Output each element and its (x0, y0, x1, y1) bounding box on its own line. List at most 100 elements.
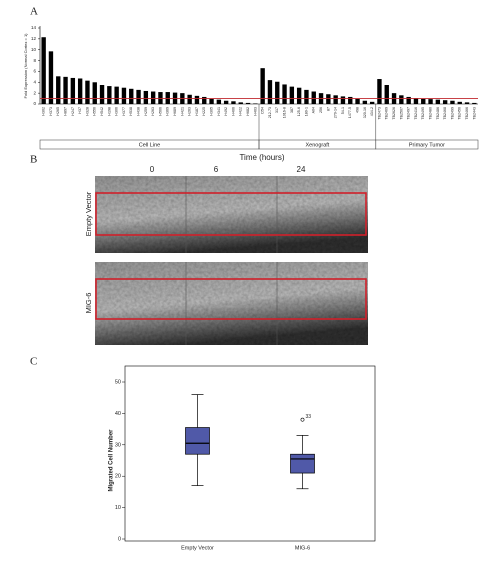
x-tick-label: 270-14 (334, 107, 338, 118)
x-tick-label: H566 (158, 107, 162, 116)
bar (107, 86, 112, 104)
group-label: Primary Tumor (409, 142, 445, 148)
x-tick-label: H259 (144, 107, 148, 116)
bar (92, 82, 97, 104)
bar (333, 95, 338, 104)
y-tick-label: 10 (115, 505, 121, 511)
bar (150, 91, 156, 104)
x-tick-label: TB2416 (414, 107, 418, 120)
outlier-label: 33 (306, 414, 312, 420)
micrograph-row (95, 176, 368, 253)
x-tick-label: H438 (137, 107, 141, 116)
micrograph-row (95, 262, 368, 345)
x-tick-label: H369 (166, 107, 170, 116)
row-label: MIG-6 (84, 293, 93, 314)
x-tick-label: 87 (326, 107, 330, 111)
x-tick-label: A04 (312, 107, 316, 113)
x-tick-label: MIG-6 (295, 545, 310, 551)
y-axis-title: Fold Expression (Normal Cortex = 1) (23, 33, 28, 99)
y-tick-label: 30 (115, 442, 121, 448)
bar (253, 103, 258, 104)
bar (136, 89, 141, 104)
x-tick-label: Empty Vector (181, 545, 214, 551)
bar (187, 94, 192, 104)
bar (99, 85, 105, 104)
bar (260, 68, 265, 104)
bar (340, 96, 346, 104)
x-tick-label: 180-1 (304, 107, 308, 116)
time-label: 0 (150, 165, 155, 174)
x-tick-label: H422 (239, 107, 243, 116)
x-tick-label: H682 (246, 107, 250, 116)
bar (399, 95, 404, 104)
time-title: Time (hours) (239, 153, 284, 162)
y-tick-label: 6 (33, 69, 36, 74)
x-tick-label: TB2495 (421, 107, 425, 120)
bar (355, 98, 360, 104)
y-tick-label: 10 (31, 47, 37, 52)
x-tick-label: H542 (100, 107, 104, 116)
wound-region (95, 278, 367, 320)
x-tick-label: H492 (224, 107, 228, 116)
x-tick-label: H225 (202, 107, 206, 116)
bar (194, 95, 200, 104)
bar (48, 51, 54, 104)
x-tick-label: 54-1 (341, 107, 345, 114)
x-tick-label: TB2456 (458, 107, 462, 120)
bar (209, 98, 214, 104)
x-tick-label: H302 (42, 107, 46, 116)
x-tick-label: TB2443 (472, 107, 476, 120)
bar (114, 86, 119, 104)
y-tick-label: 50 (115, 379, 121, 385)
x-tick-label: H187 (195, 107, 199, 116)
x-tick-label: H406 (231, 107, 235, 116)
x-tick-label: TB2466 (465, 107, 469, 120)
bar (143, 90, 149, 104)
bar (77, 78, 83, 104)
outlier (300, 417, 305, 422)
y-tick-label: 14 (31, 25, 37, 30)
bar (202, 96, 207, 104)
x-tick-label: H328 (85, 107, 89, 116)
bar (56, 76, 61, 104)
y-axis-title: Migrated Cell Number (109, 429, 115, 492)
bar (442, 100, 448, 104)
x-tick-label: 498 (356, 107, 360, 113)
x-tick-label: 387 (290, 107, 294, 113)
time-label: 6 (214, 165, 219, 174)
micrograph (95, 262, 368, 345)
bar (165, 92, 170, 104)
bar (384, 85, 389, 104)
x-tick-label: 434-2 (370, 107, 374, 116)
x-tick-label: TB2468 (443, 107, 447, 120)
bar (223, 100, 229, 104)
bar (362, 100, 368, 104)
x-tick-label: H689 (173, 107, 177, 116)
x-tick-label: H305 (210, 107, 214, 116)
bar (311, 91, 316, 104)
bar (289, 86, 295, 104)
x-tick-label: TB2497 (407, 107, 411, 120)
bar (464, 102, 470, 104)
y-tick-label: 8 (33, 58, 36, 63)
x-tick-label: 1016-8 (283, 107, 287, 118)
panel-label: B (30, 154, 37, 166)
panel-label: C (30, 356, 37, 368)
bar (421, 98, 426, 104)
box (290, 453, 315, 474)
x-tick-label: TB2626 (392, 107, 396, 120)
bar (296, 87, 302, 104)
bar (435, 99, 441, 104)
x-tick-label: H403 (253, 107, 257, 116)
y-tick-label: 12 (31, 36, 37, 41)
x-tick-label: D54 (261, 107, 265, 114)
x-tick-label: H37 (78, 107, 82, 114)
x-tick-label: TB2507 (399, 107, 403, 120)
x-tick-label: H265 (56, 107, 60, 116)
x-tick-label: H247 (71, 107, 75, 116)
x-tick-label: H263 (151, 107, 155, 116)
x-tick-label: H538 (129, 107, 133, 116)
x-tick-label: 320-16 (363, 107, 367, 118)
bar (406, 96, 411, 104)
